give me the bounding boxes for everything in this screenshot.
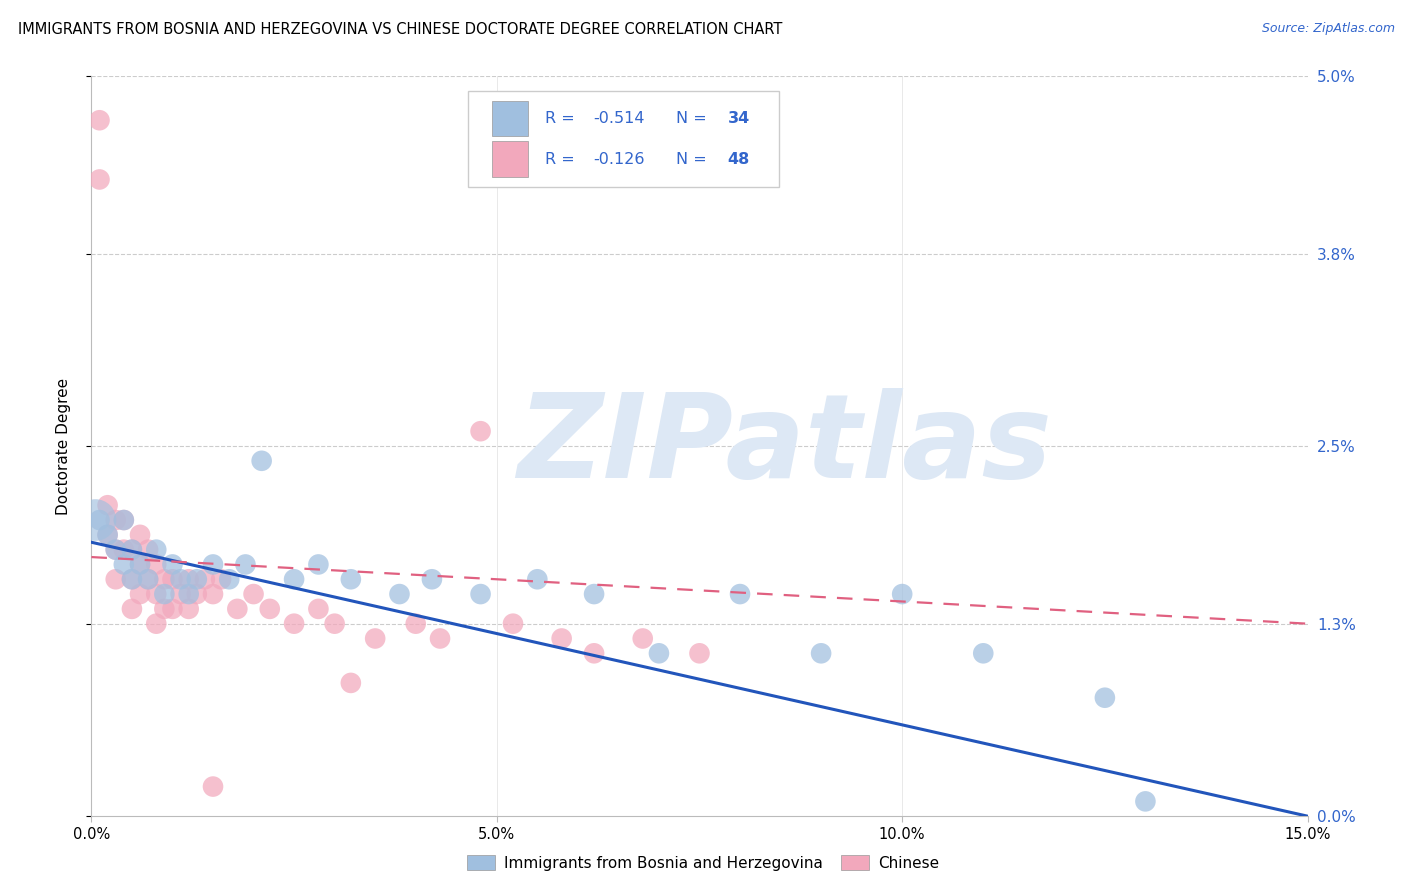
Point xyxy=(186,572,208,586)
Point xyxy=(121,572,143,586)
Text: Source: ZipAtlas.com: Source: ZipAtlas.com xyxy=(1261,22,1395,36)
Point xyxy=(112,513,135,527)
Point xyxy=(97,498,120,512)
Point xyxy=(405,616,427,631)
Point xyxy=(129,558,152,572)
Text: -0.126: -0.126 xyxy=(593,152,645,167)
Point xyxy=(89,113,111,128)
Point xyxy=(283,572,305,586)
Point xyxy=(145,558,167,572)
Point xyxy=(177,587,200,601)
Point xyxy=(340,572,363,586)
Point xyxy=(97,528,120,542)
Text: ZIPatlas: ZIPatlas xyxy=(517,389,1052,503)
Point xyxy=(153,572,176,586)
Point xyxy=(550,632,572,646)
FancyBboxPatch shape xyxy=(468,91,779,187)
Point xyxy=(648,646,671,660)
Y-axis label: Doctorate Degree: Doctorate Degree xyxy=(56,377,70,515)
Point xyxy=(209,572,232,586)
Point xyxy=(136,542,159,557)
Point xyxy=(307,558,329,572)
Text: N =: N = xyxy=(676,111,713,126)
Point xyxy=(112,513,135,527)
Point xyxy=(186,587,208,601)
Point xyxy=(891,587,914,601)
Point xyxy=(364,632,387,646)
Point xyxy=(112,542,135,557)
Point xyxy=(242,587,264,601)
Point xyxy=(631,632,654,646)
Text: IMMIGRANTS FROM BOSNIA AND HERZEGOVINA VS CHINESE DOCTORATE DEGREE CORRELATION C: IMMIGRANTS FROM BOSNIA AND HERZEGOVINA V… xyxy=(18,22,783,37)
Point xyxy=(104,542,127,557)
Point xyxy=(129,528,152,542)
Point xyxy=(89,513,111,527)
Point xyxy=(502,616,524,631)
Point xyxy=(162,572,184,586)
Point xyxy=(583,587,606,601)
Point xyxy=(283,616,305,631)
Point xyxy=(145,542,167,557)
Text: 48: 48 xyxy=(727,152,749,167)
Point xyxy=(129,587,152,601)
Point xyxy=(307,602,329,616)
Point xyxy=(194,572,217,586)
Point xyxy=(340,676,363,690)
Point xyxy=(1135,794,1157,808)
Point xyxy=(583,646,606,660)
Legend: Immigrants from Bosnia and Herzegovina, Chinese: Immigrants from Bosnia and Herzegovina, … xyxy=(463,851,943,875)
Point xyxy=(84,513,107,527)
Point xyxy=(104,513,127,527)
Text: R =: R = xyxy=(546,152,579,167)
Point xyxy=(104,542,127,557)
Point xyxy=(202,780,225,794)
Point xyxy=(470,424,492,438)
Bar xyxy=(492,101,529,136)
Point xyxy=(810,646,832,660)
Point xyxy=(162,558,184,572)
Point xyxy=(136,572,159,586)
Point xyxy=(972,646,994,660)
Bar xyxy=(492,142,529,177)
Point xyxy=(104,572,127,586)
Point xyxy=(97,528,120,542)
Point xyxy=(162,602,184,616)
Text: 34: 34 xyxy=(727,111,749,126)
Point xyxy=(129,558,152,572)
Point xyxy=(145,616,167,631)
Point xyxy=(202,558,225,572)
Point xyxy=(153,602,176,616)
Point xyxy=(202,587,225,601)
Text: R =: R = xyxy=(546,111,579,126)
Point xyxy=(169,572,191,586)
Point xyxy=(218,572,240,586)
Point xyxy=(526,572,548,586)
Point xyxy=(728,587,751,601)
Text: N =: N = xyxy=(676,152,713,167)
Point xyxy=(169,587,191,601)
Point xyxy=(235,558,257,572)
Point xyxy=(112,558,135,572)
Point xyxy=(259,602,281,616)
Point xyxy=(145,587,167,601)
Point xyxy=(470,587,492,601)
Point xyxy=(89,172,111,186)
Point xyxy=(226,602,249,616)
Point xyxy=(121,572,143,586)
Point xyxy=(121,602,143,616)
Point xyxy=(153,587,176,601)
Point xyxy=(323,616,346,631)
Point xyxy=(688,646,710,660)
Point xyxy=(177,572,200,586)
Point xyxy=(388,587,411,601)
Point xyxy=(121,542,143,557)
Text: -0.514: -0.514 xyxy=(593,111,645,126)
Point xyxy=(177,602,200,616)
Point xyxy=(420,572,443,586)
Point xyxy=(250,454,273,468)
Point xyxy=(1094,690,1116,705)
Point xyxy=(136,572,159,586)
Point xyxy=(429,632,451,646)
Point xyxy=(121,542,143,557)
